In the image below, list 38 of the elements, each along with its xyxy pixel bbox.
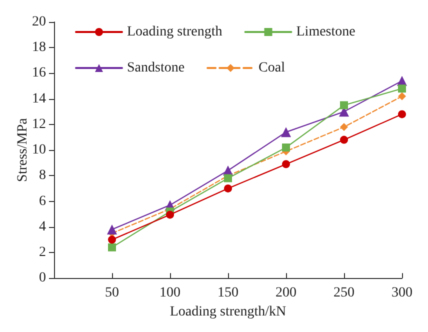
point — [282, 143, 290, 152]
y-tick-label: 8 — [39, 168, 46, 184]
x-tick-label: 150 — [218, 286, 238, 301]
y-tick-label: 4 — [39, 219, 46, 234]
y-axis-title: Stress/MPa — [16, 117, 30, 182]
legend-label: Limestone — [296, 24, 356, 40]
y-tick-label: 0 — [39, 270, 46, 286]
legend-label: Loading strength — [127, 24, 222, 40]
point — [224, 184, 232, 192]
point — [398, 84, 406, 93]
point — [340, 136, 348, 144]
y-tick-label: 18 — [32, 40, 46, 56]
point — [398, 92, 406, 100]
y-tick-label: 12 — [32, 116, 46, 132]
y-tick-label: 16 — [32, 66, 46, 81]
legend-label: Sandstone — [127, 60, 185, 76]
x-axis-title: Loading strength/kN — [170, 304, 286, 320]
point — [108, 243, 116, 252]
point — [224, 174, 232, 182]
y-tick-label: 20 — [32, 14, 46, 30]
x-tick-label: 250 — [334, 286, 354, 301]
point — [166, 210, 174, 219]
point — [107, 224, 117, 234]
x-tick-label: 300 — [392, 286, 412, 301]
point — [398, 110, 406, 118]
x-tick-label: 200 — [276, 286, 296, 301]
point — [340, 123, 348, 131]
x-tick-label: 100 — [160, 286, 180, 301]
point — [282, 160, 290, 168]
point — [281, 127, 291, 138]
legend-label: Coal — [258, 60, 286, 76]
y-tick-label: 2 — [39, 244, 46, 260]
y-tick-label: 6 — [39, 194, 46, 209]
y-tick-label: 14 — [32, 91, 46, 106]
point — [108, 236, 116, 244]
point — [340, 101, 348, 110]
y-tick-label: 10 — [32, 142, 46, 158]
x-tick-label: 50 — [105, 286, 119, 301]
